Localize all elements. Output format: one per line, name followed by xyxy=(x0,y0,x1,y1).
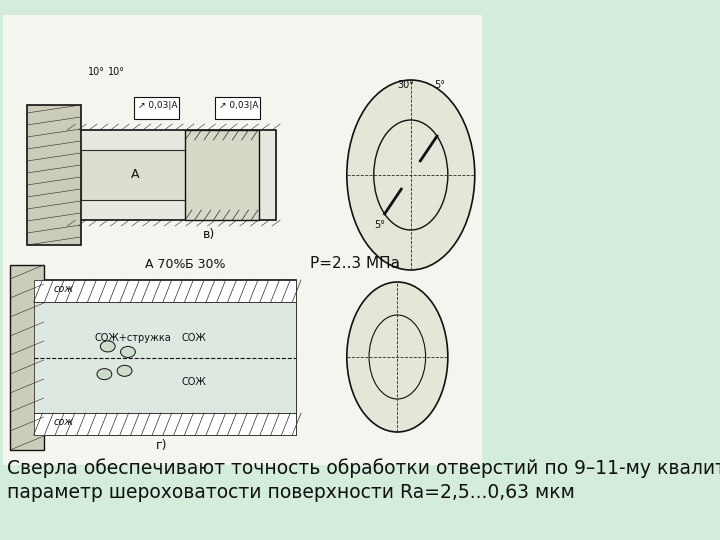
Text: 10°: 10° xyxy=(88,67,104,77)
Text: 5°: 5° xyxy=(374,220,384,230)
Text: 10°: 10° xyxy=(108,67,125,77)
Ellipse shape xyxy=(120,347,135,357)
Text: г): г) xyxy=(156,439,167,452)
Ellipse shape xyxy=(100,341,115,352)
Circle shape xyxy=(347,282,448,432)
Text: А: А xyxy=(130,168,139,181)
Ellipse shape xyxy=(97,369,112,380)
Bar xyxy=(34,413,297,435)
FancyBboxPatch shape xyxy=(134,97,179,119)
Bar xyxy=(34,302,297,413)
Bar xyxy=(34,280,297,435)
Bar xyxy=(10,265,44,450)
Bar xyxy=(34,280,297,302)
Text: P=2..3 МПа: P=2..3 МПа xyxy=(310,256,400,271)
Ellipse shape xyxy=(117,366,132,376)
FancyBboxPatch shape xyxy=(215,97,260,119)
Text: СОЖ: СОЖ xyxy=(182,377,207,387)
Circle shape xyxy=(347,80,474,270)
Text: 5°: 5° xyxy=(434,80,446,90)
Text: ↗ 0,03|А: ↗ 0,03|А xyxy=(219,101,258,110)
Text: Б 30%: Б 30% xyxy=(185,258,225,271)
Text: в): в) xyxy=(202,228,215,241)
Text: сож: сож xyxy=(54,284,74,294)
Text: Сверла обеспечивают точность обработки отверстий по 9–11-му квалитетам и: Сверла обеспечивают точность обработки о… xyxy=(6,458,720,478)
Text: СОЖ+стружка: СОЖ+стружка xyxy=(94,333,171,343)
Text: А 70%: А 70% xyxy=(145,258,185,271)
Text: ↗ 0,03|А: ↗ 0,03|А xyxy=(138,101,178,110)
Bar xyxy=(27,105,81,245)
Bar xyxy=(68,130,276,220)
Text: параметр шероховатости поверхности Ra=2,5...0,63 мкм: параметр шероховатости поверхности Ra=2,… xyxy=(6,483,575,502)
Text: 30°: 30° xyxy=(397,80,414,90)
Bar xyxy=(185,130,259,220)
Bar xyxy=(81,150,189,200)
Text: СОЖ: СОЖ xyxy=(182,333,207,343)
FancyBboxPatch shape xyxy=(4,15,482,465)
Text: сож: сож xyxy=(54,417,74,427)
